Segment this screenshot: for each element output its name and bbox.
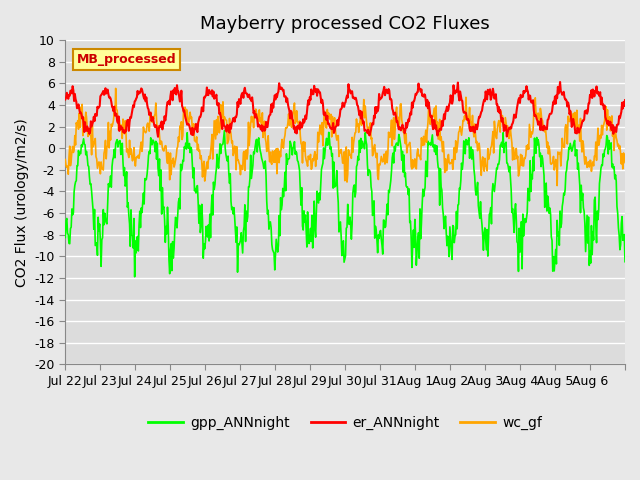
gpp_ANNnight <box>436 202 444 208</box>
wc_gf <box>128 153 136 159</box>
er_ANNnight <box>280 87 287 93</box>
Line: er_ANNnight: er_ANNnight <box>65 82 625 137</box>
gpp_ANNnight <box>131 274 138 280</box>
wc_gf <box>404 144 412 150</box>
Line: gpp_ANNnight: gpp_ANNnight <box>65 131 625 277</box>
er_ANNnight <box>154 134 162 140</box>
Y-axis label: CO2 Flux (urology/m2/s): CO2 Flux (urology/m2/s) <box>15 118 29 287</box>
er_ANNnight <box>621 97 629 103</box>
wc_gf <box>259 110 266 116</box>
gpp_ANNnight <box>621 259 629 264</box>
gpp_ANNnight <box>127 207 135 213</box>
Title: Mayberry processed CO2 Fluxes: Mayberry processed CO2 Fluxes <box>200 15 490 33</box>
gpp_ANNnight <box>221 128 228 133</box>
er_ANNnight <box>127 115 135 120</box>
er_ANNnight <box>435 128 443 134</box>
er_ANNnight <box>404 121 412 127</box>
er_ANNnight <box>259 128 266 134</box>
wc_gf <box>61 156 69 162</box>
er_ANNnight <box>556 79 564 85</box>
er_ANNnight <box>61 96 69 102</box>
wc_gf <box>435 136 443 142</box>
gpp_ANNnight <box>404 192 412 197</box>
Legend: gpp_ANNnight, er_ANNnight, wc_gf: gpp_ANNnight, er_ANNnight, wc_gf <box>143 410 547 435</box>
gpp_ANNnight <box>280 185 288 191</box>
wc_gf <box>621 160 629 166</box>
wc_gf <box>280 145 287 151</box>
gpp_ANNnight <box>61 235 69 240</box>
wc_gf <box>112 85 120 91</box>
gpp_ANNnight <box>232 227 239 232</box>
wc_gf <box>554 183 561 189</box>
Line: wc_gf: wc_gf <box>65 88 625 186</box>
er_ANNnight <box>231 119 239 124</box>
wc_gf <box>231 143 239 149</box>
gpp_ANNnight <box>259 160 267 166</box>
Text: MB_processed: MB_processed <box>77 53 176 66</box>
